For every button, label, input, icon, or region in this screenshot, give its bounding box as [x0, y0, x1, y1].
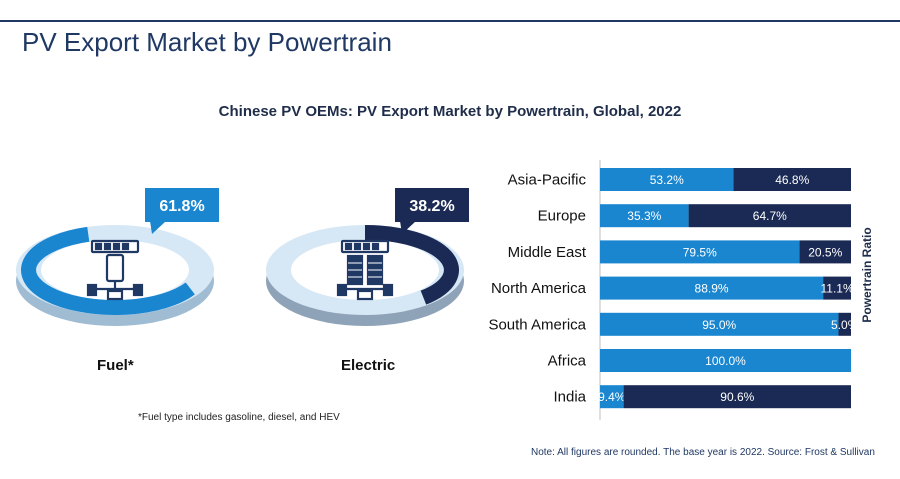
donut-hole — [41, 240, 189, 300]
electric-label: Electric — [341, 357, 396, 374]
bar-value-label-electric: 64.7% — [753, 209, 787, 223]
electric-callout-box — [395, 188, 469, 222]
chart-title: Chinese PV OEMs: PV Export Market by Pow… — [218, 103, 682, 120]
bar-value-label-fuel: 53.2% — [650, 173, 684, 187]
electric-value-label: 38.2% — [409, 198, 454, 215]
fuel-label: Fuel* — [97, 357, 134, 374]
bar-segment-fuel — [600, 168, 734, 191]
bar-value-label-fuel: 88.9% — [695, 282, 729, 296]
fuel-slice — [21, 226, 195, 315]
bar-segment-fuel — [600, 312, 839, 336]
bar-value-label-fuel: 95.0% — [702, 318, 736, 332]
category-label: Africa — [548, 353, 587, 370]
electric-donut — [264, 185, 474, 340]
bar-segment-electric — [838, 312, 851, 336]
bar-value-label-electric: 5.0% — [831, 318, 855, 332]
category-label: North America — [491, 280, 587, 297]
y-axis-title: Powertrain Ratio — [852, 200, 882, 350]
powertrain-bar-chart: Asia-Pacific 53.2% 46.8% Europe 35.3% 64.7% Mi… — [488, 160, 855, 420]
bar-value-label-fuel: 35.3% — [627, 209, 661, 223]
bar-segment-electric — [688, 204, 851, 228]
category-label: Europe — [538, 208, 586, 225]
bar-value-label-fuel: 100.0% — [705, 354, 746, 368]
bar-segment-electric — [623, 385, 851, 409]
bar-segment-fuel — [600, 385, 624, 409]
bar-value-label-electric: 90.6% — [720, 390, 754, 404]
source-note: Note: All figures are rounded. The base … — [531, 447, 875, 458]
category-label: Asia-Pacific — [508, 172, 587, 189]
car-chassis-battery-icon — [336, 239, 394, 301]
header-rule — [0, 20, 900, 22]
footnote: *Fuel type includes gasoline, diesel, an… — [138, 412, 340, 423]
electric-callout-pointer — [400, 221, 416, 234]
bar-segment-fuel — [600, 349, 851, 372]
bar-segment-fuel — [600, 240, 800, 264]
category-label: India — [553, 389, 586, 406]
fuel-donut-svg — [16, 225, 214, 326]
fuel-callout-box — [145, 188, 219, 222]
car-chassis-engine-icon — [86, 239, 144, 301]
category-label: South America — [488, 316, 586, 333]
bar-value-label-electric: 20.5% — [808, 245, 842, 259]
bar-segment-electric — [733, 168, 851, 191]
bar-value-label-electric: 11.1% — [820, 282, 853, 296]
bar-segment-electric — [823, 276, 851, 300]
bar-segment-fuel — [600, 204, 689, 228]
fuel-value-label: 61.8% — [159, 198, 204, 215]
electric-slice — [364, 225, 459, 305]
bar-segment-fuel — [600, 276, 824, 300]
fuel-callout-pointer — [150, 221, 166, 234]
fuel-callout: 61.8% — [145, 188, 219, 234]
bar-value-label-electric: 46.8% — [775, 173, 809, 187]
y-axis-title-text: Powertrain Ratio — [860, 227, 874, 323]
electric-callout: 38.2% — [395, 188, 469, 234]
bar-value-label-fuel: 79.5% — [683, 245, 717, 259]
electric-donut-svg — [266, 225, 464, 326]
bar-segment-electric — [799, 240, 851, 264]
category-label: Middle East — [508, 244, 587, 261]
bar-value-label-fuel: 9.4% — [598, 390, 626, 404]
page-title: PV Export Market by Powertrain — [22, 27, 392, 57]
donut-hole — [291, 240, 439, 300]
fuel-donut — [14, 185, 224, 340]
